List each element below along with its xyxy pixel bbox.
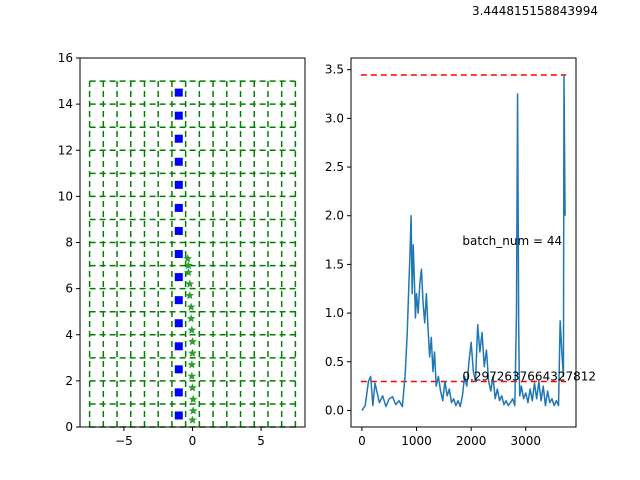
star-marker-6 bbox=[188, 348, 197, 357]
square-marker-0 bbox=[174, 411, 183, 420]
figure-top-value: 3.444815158843994 bbox=[472, 4, 598, 18]
square-marker-2 bbox=[174, 365, 183, 374]
right-y-tick-label-6: 3.0 bbox=[325, 111, 344, 125]
square-markers bbox=[174, 88, 183, 420]
square-marker-7 bbox=[174, 250, 183, 259]
left-y-tick-label-2: 4 bbox=[65, 328, 73, 342]
right-y-tick-label-5: 2.5 bbox=[325, 160, 344, 174]
right-x-tick-label-2: 2000 bbox=[456, 434, 487, 448]
left-y-tick-label-0: 0 bbox=[65, 420, 73, 434]
series-line-0 bbox=[361, 74, 566, 411]
square-marker-3 bbox=[174, 342, 183, 351]
left-y-ticks: 0 2 4 6 8 10 12 14 16 bbox=[58, 51, 80, 434]
square-marker-11 bbox=[174, 157, 183, 166]
star-marker-13 bbox=[184, 267, 193, 277]
left-y-tick-label-8: 16 bbox=[58, 51, 73, 65]
star-marker-2 bbox=[188, 394, 198, 403]
right-y-tick-label-7: 3.5 bbox=[325, 63, 344, 77]
annotation-1: 0.2972637664327812 bbox=[462, 369, 596, 383]
annotation-0: batch_num = 44 bbox=[462, 234, 562, 248]
star-marker-8 bbox=[187, 325, 197, 334]
annotations: batch_num = 44 0.2972637664327812 bbox=[462, 234, 596, 383]
square-marker-6 bbox=[174, 273, 183, 282]
right-y-ticks: 0.0 0.5 1.0 1.5 2.0 2.5 3.0 3.5 bbox=[325, 63, 351, 417]
square-marker-14 bbox=[174, 88, 183, 97]
left-y-tick-label-7: 14 bbox=[58, 97, 73, 111]
right-axes: 0 1000 2000 3000 0.0 0.5 1.0 1.5 2.0 2.5 3.0 3.5 b… bbox=[325, 57, 596, 448]
left-axes: −5 0 5 0 2 4 6 8 10 12 14 16 bbox=[58, 51, 306, 448]
star-marker-12 bbox=[185, 279, 195, 288]
left-y-tick-label-6: 12 bbox=[58, 143, 73, 157]
right-x-ticks: 0 1000 2000 3000 bbox=[358, 427, 541, 448]
left-y-tick-label-5: 10 bbox=[58, 189, 73, 203]
star-marker-15 bbox=[183, 254, 192, 263]
left-x-ticks: −5 0 5 bbox=[115, 427, 265, 448]
square-marker-10 bbox=[174, 180, 183, 189]
square-marker-5 bbox=[174, 296, 183, 305]
star-marker-4 bbox=[187, 371, 197, 380]
star-marker-7 bbox=[188, 337, 197, 346]
right-y-tick-label-3: 1.5 bbox=[325, 257, 344, 271]
right-x-tick-label-1: 1000 bbox=[401, 434, 432, 448]
right-x-tick-label-3: 3000 bbox=[510, 434, 541, 448]
right-y-tick-label-4: 2.0 bbox=[325, 209, 344, 223]
left-x-tick-label-2: 5 bbox=[257, 434, 265, 448]
star-marker-9 bbox=[186, 314, 196, 323]
right-y-tick-label-1: 0.5 bbox=[325, 355, 344, 369]
square-marker-8 bbox=[174, 226, 183, 235]
reference-lines bbox=[360, 74, 567, 383]
square-marker-1 bbox=[174, 388, 183, 397]
left-x-tick-label-1: 0 bbox=[189, 434, 197, 448]
loss-series bbox=[361, 74, 566, 411]
square-marker-4 bbox=[174, 319, 183, 328]
star-marker-0 bbox=[188, 415, 197, 424]
left-y-tick-label-1: 2 bbox=[65, 374, 73, 388]
star-marker-3 bbox=[188, 383, 197, 392]
star-marker-14 bbox=[184, 261, 193, 270]
left-y-tick-label-4: 8 bbox=[65, 236, 73, 250]
right-x-tick-label-0: 0 bbox=[358, 434, 366, 448]
right-y-tick-label-2: 1.0 bbox=[325, 306, 344, 320]
star-marker-10 bbox=[186, 302, 196, 311]
square-marker-9 bbox=[174, 203, 183, 212]
left-y-tick-label-3: 6 bbox=[65, 282, 73, 296]
right-y-tick-label-0: 0.0 bbox=[325, 403, 344, 417]
left-x-tick-label-0: −5 bbox=[115, 434, 133, 448]
square-marker-13 bbox=[174, 111, 183, 120]
star-marker-5 bbox=[187, 360, 197, 369]
star-marker-1 bbox=[188, 406, 198, 415]
right-axes-frame bbox=[350, 57, 577, 428]
grid-lines bbox=[88, 80, 297, 428]
star-marker-11 bbox=[185, 291, 195, 300]
square-marker-12 bbox=[174, 134, 183, 143]
trajectory-star-markers bbox=[183, 254, 198, 424]
